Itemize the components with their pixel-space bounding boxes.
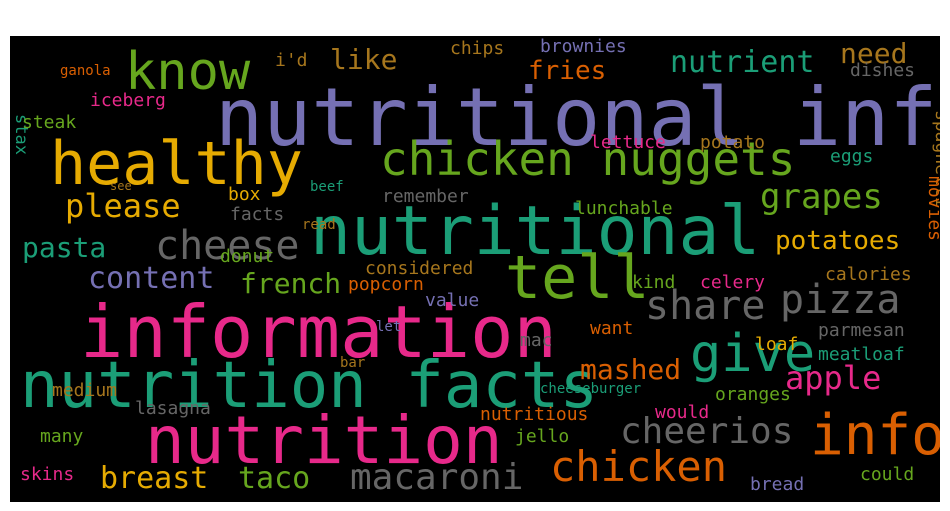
word-cheese: cheese <box>155 223 300 269</box>
word-would: would <box>655 402 710 423</box>
word-chips: chips <box>450 38 505 59</box>
word-grapes: grapes <box>760 177 883 217</box>
word-nutrition-facts: nutrition facts <box>20 349 598 423</box>
word-need: need <box>840 37 908 70</box>
word-nutritional-info: nutritional info <box>215 71 940 164</box>
word-please: please <box>65 187 181 225</box>
word-chicken: chicken <box>550 442 728 491</box>
word-kind: kind <box>632 272 676 293</box>
word-apple: apple <box>785 359 882 397</box>
word-nutritious: nutritious <box>480 404 589 425</box>
word-want: want <box>590 318 634 339</box>
word-parmesan: parmesan <box>818 320 905 341</box>
word-fries: fries <box>528 56 607 86</box>
word-like: like <box>330 43 398 76</box>
word-know: know <box>125 42 251 102</box>
word-info: info <box>810 403 940 468</box>
word-chicken-nuggets: chicken nuggets <box>380 132 796 186</box>
word-mashed: mashed <box>580 353 682 386</box>
word-medium: medium <box>52 380 118 401</box>
word-cloud-canvas: nutritional info information nutrition fac… <box>10 36 940 502</box>
word-nutritional: nutritional <box>310 192 761 271</box>
word-cheerios: cheerios <box>620 411 794 452</box>
word-loaf: loaf <box>755 334 799 355</box>
word-facts: facts <box>230 204 285 225</box>
word-lunchable: lunchable <box>575 198 673 219</box>
word-lasagna: lasagna <box>135 398 211 419</box>
word-mac: mac <box>520 330 553 351</box>
word-bread: bread <box>750 474 805 495</box>
word-skins: skins <box>20 464 75 485</box>
word-french: french <box>240 267 342 300</box>
word-eggs: eggs <box>830 146 874 167</box>
word-many: many <box>40 426 84 447</box>
word-tell: tell <box>505 243 650 313</box>
word-lettuce: lettuce <box>590 132 666 153</box>
word-read: read <box>302 217 336 233</box>
word-healthy: healthy <box>50 129 303 199</box>
word-information: information <box>80 290 557 374</box>
word-celery: celery <box>700 272 766 293</box>
word-macaroni: macaroni <box>350 457 524 498</box>
word-beef: beef <box>310 179 344 195</box>
word-popcorn: popcorn <box>348 274 424 295</box>
word-dishes: dishes <box>850 60 916 81</box>
word-breast: breast <box>100 461 209 496</box>
word-nutrient: nutrient <box>670 45 815 80</box>
word-donut: donut <box>220 246 275 267</box>
word-calories: calories <box>825 264 912 285</box>
word-box: box <box>228 184 261 205</box>
word-potatoes: potatoes <box>775 226 901 256</box>
word-jello: jello <box>515 426 570 447</box>
word-brownies: brownies <box>540 36 627 57</box>
word-value: value <box>425 290 480 311</box>
word-meatloaf: meatloaf <box>818 344 905 365</box>
word-considered: considered <box>365 258 474 279</box>
word-taco: taco <box>238 461 311 496</box>
word-bar: bar <box>340 355 366 371</box>
word-see: see <box>110 179 132 193</box>
word-i-d: i'd <box>275 50 308 71</box>
word-ganola: ganola <box>60 63 111 79</box>
word-give: give <box>690 324 816 384</box>
word-remember: remember <box>382 186 469 207</box>
word-oranges: oranges <box>715 384 791 405</box>
word-steak: steak <box>22 112 77 133</box>
word-content: content <box>88 261 215 296</box>
word-pasta: pasta <box>22 231 107 264</box>
word-nutrition: nutrition <box>145 402 503 479</box>
word-pizza: pizza <box>780 277 901 323</box>
word-potato: potato <box>700 132 766 153</box>
word-share: share <box>645 283 766 329</box>
word-cheeseburger: cheeseburger <box>540 381 642 397</box>
word-movies: movies <box>924 176 940 242</box>
word-iceberg: iceberg <box>90 90 166 111</box>
word-let: let <box>376 319 402 335</box>
word-could: could <box>860 464 915 485</box>
